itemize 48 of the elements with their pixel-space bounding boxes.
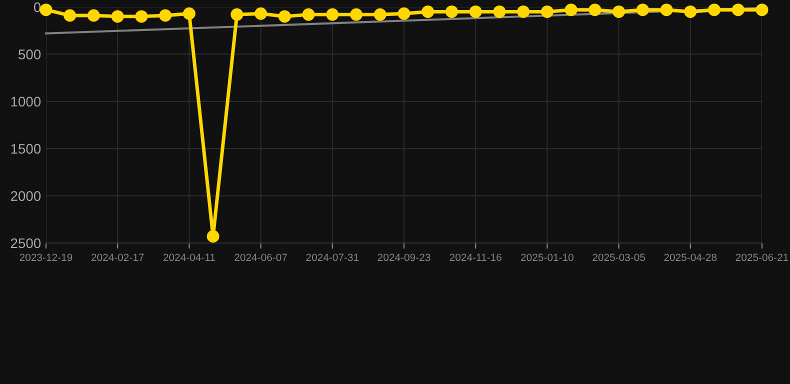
x-tick-label: 2024-06-07 (234, 254, 287, 262)
x-tick-label: 2024-02-17 (91, 254, 144, 262)
y-tick-label: 2000 (10, 191, 41, 201)
y-tick-label: 1000 (11, 96, 41, 107)
x-tick-label: 2024-09-23 (378, 254, 430, 262)
point (445, 5, 458, 18)
y-tick-label: 2500 (10, 238, 41, 248)
point (636, 4, 649, 16)
x-tick-label: 2024-04-11 (163, 254, 215, 262)
point (326, 8, 339, 21)
x-tick-label: 2025-01-10 (521, 254, 574, 262)
point (612, 5, 626, 18)
x-tick-label: 2024-07-31 (306, 254, 359, 262)
y-tick-label: 500 (18, 50, 41, 60)
point (588, 4, 602, 16)
point (135, 10, 148, 23)
point (159, 9, 172, 22)
point (87, 9, 100, 22)
point (182, 7, 196, 20)
point (564, 4, 578, 16)
point (40, 4, 52, 16)
point (350, 8, 363, 21)
y-tick-label: 0 (34, 2, 41, 12)
point (540, 5, 554, 18)
point (756, 4, 768, 16)
point (278, 10, 291, 23)
point (422, 5, 434, 18)
x-tick-label: 2025-03-05 (592, 254, 646, 262)
point (708, 4, 721, 16)
point (230, 8, 244, 21)
point (302, 8, 315, 21)
point (64, 9, 76, 22)
point (517, 5, 530, 18)
x-tick-label: 2024-11-16 (450, 254, 502, 262)
point (660, 4, 673, 16)
x-tick-label: 2025-06-21 (736, 254, 788, 262)
point (684, 5, 697, 18)
point (206, 230, 220, 243)
point (732, 4, 744, 16)
point (469, 5, 482, 18)
x-tick-label: 2023-12-19 (20, 254, 72, 262)
point (398, 7, 410, 20)
y-tick-label: 1500 (11, 144, 41, 154)
point (374, 8, 386, 21)
x-tick-label: 2025-04-28 (664, 254, 717, 262)
point (254, 7, 268, 20)
point (111, 10, 124, 23)
point (493, 5, 506, 18)
